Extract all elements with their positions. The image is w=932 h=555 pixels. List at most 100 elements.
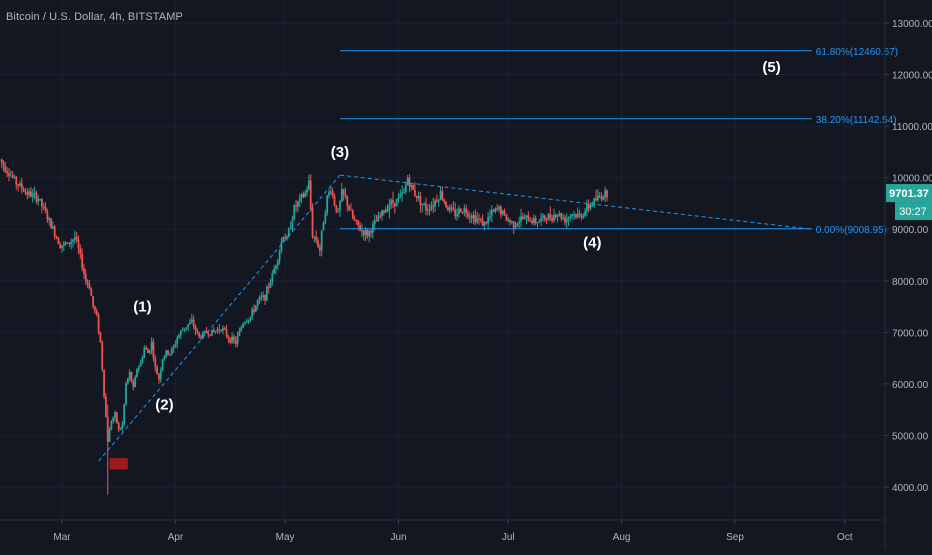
zone-box[interactable] (109, 458, 128, 470)
wave-label: (4) (583, 234, 601, 251)
price-axis[interactable]: 4000.00 5000.00 6000.00 7000.00 8000.00 9000.… (884, 0, 932, 550)
candle-down (408, 178, 411, 187)
candle-up (463, 208, 466, 213)
candle-up (187, 324, 190, 328)
candle-down (68, 242, 71, 244)
candle-up (108, 429, 111, 442)
candle-up (121, 424, 124, 429)
candle-up (51, 226, 54, 229)
price-tick-label: 10000.00 (892, 174, 932, 185)
candle-down (357, 220, 360, 226)
candle-up (448, 207, 451, 211)
candle-up (126, 378, 129, 384)
price-tick-label: 6000.00 (892, 380, 929, 391)
candle-down (379, 215, 382, 217)
candle-up (289, 228, 292, 230)
candle-down (46, 211, 49, 220)
candle-up (516, 223, 519, 227)
candle-down (57, 237, 60, 245)
candle-down (205, 331, 208, 334)
candle-down (531, 221, 533, 224)
candle-down (50, 218, 52, 229)
countdown-tag (895, 202, 932, 221)
candle-up (125, 383, 127, 405)
candle-up (61, 245, 63, 249)
candle-down (459, 208, 462, 213)
candle-up (395, 199, 398, 207)
candle-up (123, 404, 126, 425)
candle-up (179, 330, 182, 335)
candle-up (136, 369, 138, 377)
candle-down (478, 218, 480, 220)
candle-up (456, 214, 458, 217)
candle-down (227, 336, 230, 339)
candle-up (322, 222, 325, 231)
candle-down (156, 366, 158, 375)
candle-down (2, 162, 5, 166)
candle-down (115, 412, 118, 424)
candle-up (168, 353, 171, 355)
candle-up (141, 357, 144, 363)
candle-up (476, 218, 479, 223)
candle-down (154, 357, 157, 367)
fib-level-label: 0.00%(9008.95) (816, 225, 887, 236)
time-axis[interactable]: Mar Apr May Jun Jul Aug Sep Oct (0, 519, 885, 543)
candle-down (446, 207, 449, 211)
price-tick-label: 11000.00 (892, 122, 932, 133)
candle-up (604, 190, 607, 197)
candle-up (256, 300, 259, 306)
candle-up (569, 215, 572, 218)
candle-down (450, 207, 453, 209)
candle-down (0, 159, 3, 163)
candle-down (521, 216, 524, 220)
candle-down (295, 205, 297, 207)
candle-up (178, 334, 180, 338)
trendline[interactable] (98, 174, 341, 462)
candle-down (574, 214, 577, 218)
drawings[interactable]: 61.80%(12460.67) 38.20%(11142.54) 0.00%(90… (98, 47, 899, 470)
candle-up (489, 215, 491, 218)
candle-up (300, 194, 303, 198)
last-price-tag[interactable] (886, 184, 932, 203)
candle-up (276, 260, 279, 266)
candle-down (474, 215, 477, 223)
candle-up (73, 236, 76, 240)
candle-down (492, 210, 495, 212)
candle-down (104, 396, 107, 418)
candle-up (328, 192, 330, 196)
symbol-title: Bitcoin / U.S. Dollar, 4h, BITSTAMP (6, 11, 183, 23)
candle-up (384, 209, 387, 213)
candle-down (425, 203, 427, 211)
candle-up (487, 217, 490, 224)
candle-up (159, 370, 162, 380)
candle-up (567, 217, 570, 219)
wave-label: (3) (331, 144, 349, 161)
candle-up (313, 236, 316, 238)
candle-up (390, 199, 393, 205)
candle-down (414, 189, 416, 196)
candle-down (200, 336, 202, 339)
candle-up (542, 215, 544, 218)
candle-up (165, 350, 168, 357)
candle-up (324, 213, 327, 223)
candle-up (340, 189, 343, 202)
candle-up (148, 350, 151, 354)
candle-up (510, 221, 513, 223)
candle-up (430, 205, 433, 210)
candle-up (494, 208, 497, 212)
candle-up (576, 213, 579, 218)
candle-down (311, 208, 314, 237)
candle-up (269, 282, 272, 288)
candle-up (189, 322, 191, 325)
trendline[interactable] (339, 174, 812, 230)
candle-up (388, 204, 391, 211)
candle-up (231, 336, 233, 343)
candle-up (368, 230, 371, 237)
candle-up (251, 309, 254, 317)
candle-down (267, 286, 270, 288)
candle-down (225, 329, 228, 337)
candle-down (587, 203, 590, 209)
candle-up (417, 196, 420, 198)
